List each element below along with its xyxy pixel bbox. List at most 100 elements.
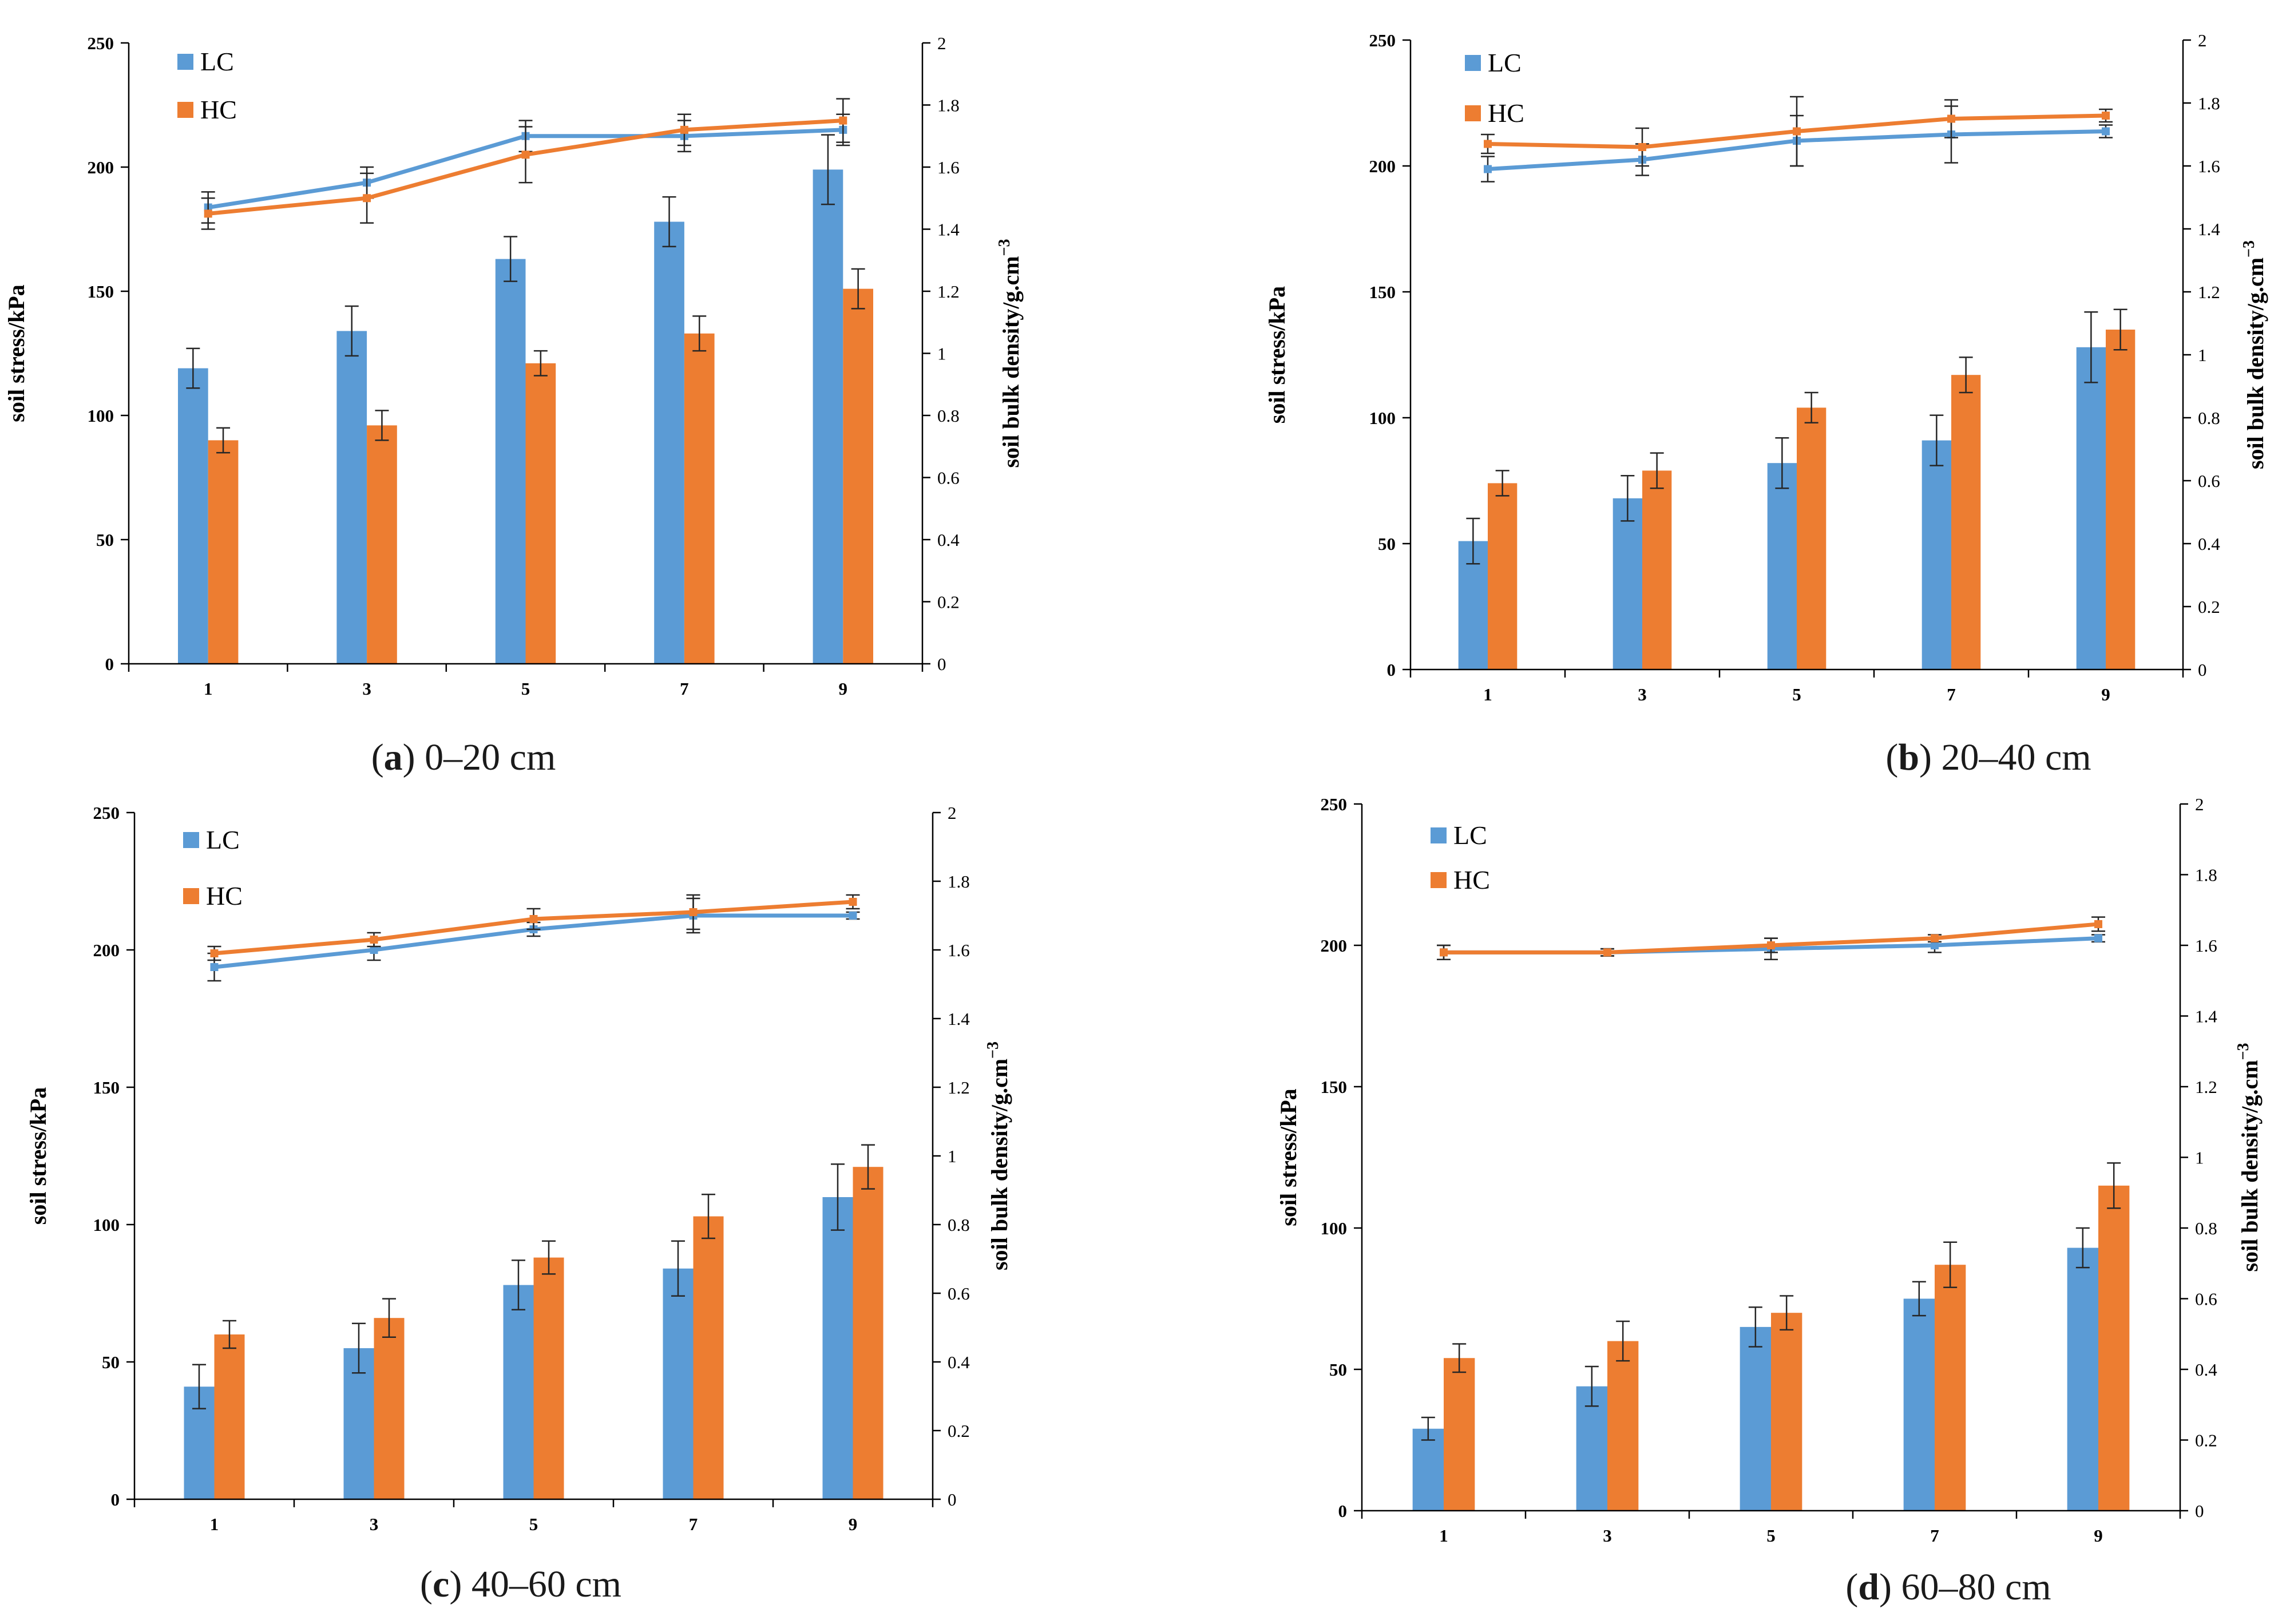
caption-paren-open: ( bbox=[1845, 1566, 1858, 1608]
y-right-tick-label: 1.8 bbox=[937, 96, 960, 116]
y-right-tick-label: 0.2 bbox=[948, 1421, 970, 1441]
y-left-tick-label: 250 bbox=[93, 803, 120, 823]
bar-hc-1 bbox=[1444, 1358, 1475, 1511]
x-tick-label: 7 bbox=[680, 679, 689, 699]
bar-hc-5 bbox=[1771, 1313, 1802, 1511]
bar-hc-5 bbox=[533, 1257, 564, 1499]
y-right-axis-title: soil bulk density/g.cm−3 bbox=[996, 239, 1024, 468]
y-right-tick-label: 1.4 bbox=[937, 220, 960, 240]
caption-paren-open: ( bbox=[420, 1563, 433, 1605]
x-tick-label: 9 bbox=[2101, 684, 2110, 704]
line-point-lc-1 bbox=[210, 963, 219, 971]
bar-hc-3 bbox=[374, 1318, 405, 1499]
line-point-hc-7 bbox=[1931, 934, 1939, 942]
x-tick-label: 3 bbox=[1603, 1526, 1612, 1546]
x-tick-label: 5 bbox=[1766, 1526, 1776, 1546]
y-right-axis-title: soil bulk density/g.cm−3 bbox=[2235, 1043, 2263, 1272]
x-tick-label: 9 bbox=[2094, 1526, 2103, 1546]
bar-hc-5 bbox=[525, 363, 556, 664]
x-tick-label: 1 bbox=[1483, 684, 1492, 704]
caption-depth: 60–80 cm bbox=[1892, 1566, 2051, 1608]
y-left-tick-label: 0 bbox=[105, 654, 114, 674]
line-point-hc-9 bbox=[2102, 112, 2110, 120]
bar-errorbar-lc-9 bbox=[830, 1163, 845, 1231]
caption-paren-close: ) bbox=[403, 736, 415, 778]
y-right-tick-label: 0.6 bbox=[937, 468, 960, 488]
x-tick-label: 1 bbox=[204, 679, 213, 699]
bar-errorbar-hc-3 bbox=[375, 410, 389, 441]
x-tick-label: 9 bbox=[839, 679, 848, 699]
legend-label-lc: LC bbox=[200, 47, 234, 76]
bar-errorbar-hc-9 bbox=[2107, 1162, 2121, 1209]
y-right-tick-label: 1.2 bbox=[2198, 282, 2220, 302]
bar-errorbar-hc-1 bbox=[216, 427, 231, 454]
y-left-tick-label: 200 bbox=[1321, 936, 1348, 956]
y-left-axis-title: soil stress/kPa bbox=[3, 284, 29, 422]
y-right-tick-label: 0.8 bbox=[948, 1215, 970, 1235]
bar-errorbar-hc-3 bbox=[382, 1298, 397, 1338]
bar-errorbar-lc-5 bbox=[1775, 437, 1789, 489]
y-left-tick-label: 50 bbox=[96, 530, 114, 550]
legend-label-lc: LC bbox=[1488, 48, 1522, 77]
legend-label-hc: HC bbox=[200, 95, 237, 124]
line-point-lc-3 bbox=[370, 946, 378, 954]
y-right-tick-label: 2 bbox=[2195, 794, 2204, 814]
line-point-lc-1 bbox=[1484, 165, 1492, 173]
y-left-tick-label: 50 bbox=[1378, 534, 1396, 554]
bar-hc-3 bbox=[1607, 1341, 1639, 1511]
legend-swatch-hc bbox=[183, 888, 199, 904]
bar-errorbar-hc-5 bbox=[533, 350, 548, 377]
bar-errorbar-hc-9 bbox=[851, 268, 865, 310]
bar-errorbar-lc-7 bbox=[1912, 1281, 1926, 1317]
x-tick-label: 5 bbox=[521, 679, 530, 699]
x-tick-label: 3 bbox=[370, 1514, 379, 1534]
bar-lc-7 bbox=[1921, 440, 1951, 670]
bar-lc-5 bbox=[1767, 463, 1797, 670]
line-point-hc-9 bbox=[839, 116, 847, 125]
line-point-hc-7 bbox=[680, 125, 688, 134]
y-right-tick-label: 0.8 bbox=[937, 406, 960, 426]
bar-errorbar-lc-7 bbox=[662, 196, 676, 248]
legend-swatch-hc bbox=[1465, 105, 1481, 121]
bar-lc-1 bbox=[177, 368, 208, 664]
bar-errorbar-lc-7 bbox=[1930, 414, 1944, 466]
bar-lc-7 bbox=[1903, 1298, 1935, 1511]
y-right-axis-title-superscript: −3 bbox=[2240, 240, 2258, 258]
y-left-tick-label: 0 bbox=[1387, 660, 1396, 680]
x-tick-label: 3 bbox=[1638, 684, 1647, 704]
x-tick-label: 1 bbox=[210, 1514, 219, 1534]
bar-hc-9 bbox=[843, 288, 874, 664]
bar-errorbar-hc-3 bbox=[1650, 452, 1664, 489]
line-point-lc-9 bbox=[2094, 934, 2102, 942]
caption-paren-open: ( bbox=[1885, 736, 1898, 778]
bar-errorbar-hc-1 bbox=[223, 1320, 237, 1349]
y-right-tick-label: 1.2 bbox=[2195, 1077, 2217, 1097]
bar-lc-9 bbox=[2076, 347, 2106, 670]
bar-errorbar-hc-7 bbox=[1959, 357, 1973, 394]
line-point-hc-9 bbox=[2094, 920, 2102, 928]
y-right-tick-label: 0 bbox=[2198, 660, 2207, 680]
caption-panel-letter: a bbox=[384, 736, 403, 778]
y-left-tick-label: 150 bbox=[93, 1078, 120, 1098]
y-left-tick-label: 100 bbox=[88, 406, 114, 426]
y-right-tick-label: 1.6 bbox=[937, 157, 960, 177]
line-point-hc-7 bbox=[689, 908, 698, 916]
caption-paren-close: ) bbox=[1919, 736, 1932, 778]
x-tick-label: 5 bbox=[529, 1514, 538, 1534]
bar-errorbar-lc-1 bbox=[186, 347, 200, 389]
caption-panel-letter: d bbox=[1858, 1566, 1879, 1608]
bar-errorbar-lc-3 bbox=[344, 305, 359, 357]
bar-errorbar-lc-5 bbox=[504, 236, 518, 282]
y-right-tick-label: 1.8 bbox=[948, 872, 970, 892]
line-point-hc-3 bbox=[363, 194, 371, 203]
legend-swatch-lc bbox=[1431, 827, 1447, 843]
y-right-tick-label: 1 bbox=[948, 1146, 957, 1166]
bar-errorbar-hc-9 bbox=[861, 1144, 875, 1190]
y-left-tick-label: 250 bbox=[1321, 794, 1348, 814]
y-right-tick-label: 1.2 bbox=[948, 1078, 970, 1098]
bar-lc-9 bbox=[822, 1197, 853, 1499]
bar-errorbar-hc-7 bbox=[702, 1193, 716, 1239]
x-tick-label: 1 bbox=[1439, 1526, 1448, 1546]
panel-caption: (a) 0–20 cm bbox=[371, 736, 556, 778]
bar-hc-9 bbox=[2106, 330, 2136, 670]
